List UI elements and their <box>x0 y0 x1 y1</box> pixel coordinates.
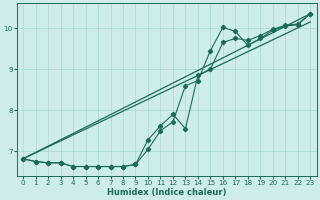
X-axis label: Humidex (Indice chaleur): Humidex (Indice chaleur) <box>107 188 227 197</box>
